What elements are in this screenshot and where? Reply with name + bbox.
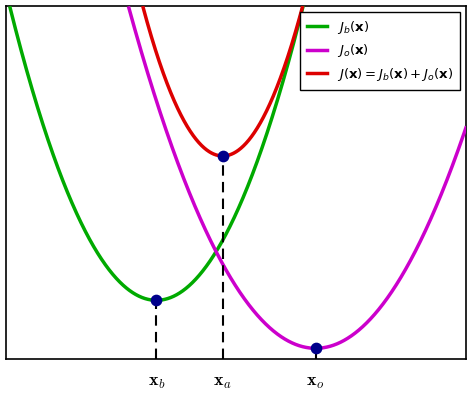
Text: $\mathbf{x}_o$: $\mathbf{x}_o$ — [306, 373, 325, 391]
Text: $\mathbf{x}_a$: $\mathbf{x}_a$ — [213, 373, 232, 391]
Point — [312, 345, 320, 352]
Point — [152, 297, 160, 303]
Text: $\mathbf{x}_b$: $\mathbf{x}_b$ — [148, 373, 165, 391]
Point — [219, 153, 227, 159]
Legend: $J_b(\mathbf{x})$, $J_o(\mathbf{x})$, $J(\mathbf{x})=J_b(\mathbf{x})+J_o(\mathbf: $J_b(\mathbf{x})$, $J_o(\mathbf{x})$, $J… — [300, 12, 460, 90]
